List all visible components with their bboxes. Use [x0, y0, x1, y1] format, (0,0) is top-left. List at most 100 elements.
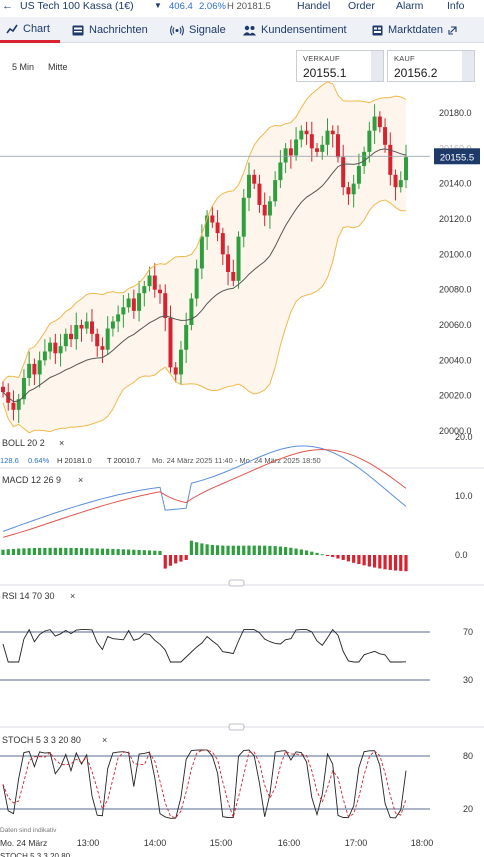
macd-histogram-bar — [137, 549, 141, 555]
back-arrow-icon[interactable]: ← — [2, 0, 13, 12]
time-axis-label: 13:00 — [77, 838, 100, 848]
macd-histogram-bar — [372, 555, 377, 568]
tab-marktdaten-label: Marktdaten — [388, 24, 444, 36]
price-axis-label: 20140.0 — [439, 179, 472, 189]
candle-body — [267, 201, 272, 216]
current-price-badge — [434, 148, 480, 165]
macd-histogram-bar — [393, 555, 398, 571]
candle-body — [325, 130, 330, 145]
candle-body — [53, 342, 58, 354]
menu-order[interactable]: Order — [348, 0, 375, 12]
macd-histogram-bar — [116, 549, 120, 555]
menu-handel[interactable]: Handel — [297, 0, 331, 12]
macd-histogram-bar — [132, 549, 136, 555]
macd-histogram-bar — [64, 547, 68, 555]
boll-info-pct: 0.64% — [28, 456, 50, 465]
macd-histogram-bar — [189, 540, 194, 555]
candle-body — [121, 307, 126, 315]
candle-body — [341, 157, 346, 188]
buy-label: KAUF — [394, 54, 415, 63]
macd-histogram-bar — [58, 547, 63, 555]
candle-body — [257, 183, 262, 205]
macd-histogram-bar — [304, 550, 309, 555]
macd-histogram-bar — [53, 547, 57, 555]
chart-area[interactable]: 5 Min Mitte VERKAUF 20155.1 KAUF 20156.2… — [0, 44, 484, 857]
stoch-label: STOCH 5 3 3 20 80 — [2, 735, 81, 745]
tab-chart[interactable]: Chart — [0, 17, 60, 43]
macd-axis-label: 0.0 — [455, 550, 468, 560]
candle-body — [294, 139, 299, 156]
tab-signale-label: Signale — [189, 24, 226, 36]
candle-body — [11, 402, 16, 410]
candle-body — [377, 116, 382, 128]
candle-body — [116, 314, 121, 322]
stoch-axis-label: 20 — [463, 804, 473, 814]
macd-histogram-bar — [268, 545, 272, 555]
macd-histogram-bar — [273, 546, 277, 555]
menu-alarm[interactable]: Alarm — [396, 0, 424, 12]
instrument-name[interactable]: US Tech 100 Kassa (1€) — [20, 0, 134, 12]
macd-histogram-bar — [174, 555, 178, 564]
candle-body — [372, 116, 377, 131]
macd-histogram-bar — [205, 544, 209, 555]
rsi-line — [2, 628, 407, 663]
macd-histogram-bar — [226, 545, 230, 555]
candle-body — [189, 298, 194, 325]
candle-body — [69, 333, 74, 340]
boll-info-range: Mo. 24 März 2025 11:40 - Mo. 24 März 202… — [152, 456, 321, 465]
sell-price: 20155.1 — [303, 66, 347, 80]
rsi-axis-label: 30 — [463, 675, 473, 685]
candle-body — [184, 325, 189, 350]
buy-price-box[interactable]: KAUF 20156.2 — [387, 50, 475, 82]
sell-label: VERKAUF — [303, 54, 340, 63]
macd-histogram-bar — [111, 548, 115, 555]
rsi-label: RSI 14 70 30 — [2, 591, 55, 601]
candle-body — [210, 215, 215, 223]
tab-kundensentiment-label: Kundensentiment — [261, 24, 347, 36]
tab-signale[interactable]: Signale — [170, 17, 226, 43]
time-axis-label: 14:00 — [144, 838, 167, 848]
timeframe-5min[interactable]: 5 Min — [12, 62, 35, 72]
macd-histogram-bar — [231, 545, 235, 555]
time-axis-label: 16:00 — [278, 838, 301, 848]
stoch-axis-label: 80 — [463, 751, 473, 761]
price-axis-label: 20020.0 — [439, 391, 472, 401]
tab-marktdaten[interactable]: Marktdaten — [372, 17, 457, 43]
tab-kundensentiment[interactable]: Kundensentiment — [243, 17, 347, 43]
macd-histogram-bar — [320, 554, 324, 556]
candle-body — [388, 144, 393, 175]
chevron-down-icon[interactable]: ▼ — [154, 1, 162, 10]
candle-body — [147, 275, 152, 287]
candle-body — [178, 349, 183, 375]
macd-histogram-bar — [299, 549, 303, 555]
macd-histogram-bar — [163, 555, 167, 569]
candle-body — [48, 342, 53, 352]
timeframe-mitte[interactable]: Mitte — [48, 62, 68, 72]
candle-body — [393, 174, 398, 188]
price-axis-label: 20080.0 — [439, 285, 472, 295]
stoch-label-cut: STOCH 5 3 3 20 80 — [0, 852, 71, 857]
price-axis-label: 20180.0 — [439, 108, 472, 118]
candle-body — [142, 286, 147, 294]
candle-body — [32, 363, 37, 375]
date-axis-label: Mo. 24 März — [0, 838, 47, 848]
sell-box-edge — [371, 51, 383, 81]
sell-price-box[interactable]: VERKAUF 20155.1 — [296, 50, 384, 82]
macd-histogram-bar — [252, 545, 256, 555]
bollinger-lower — [2, 199, 407, 434]
tab-nachrichten[interactable]: Nachrichten — [72, 17, 148, 43]
candle-body — [309, 134, 314, 149]
chart-canvas[interactable]: 20155.5 20180.0 20160.0 20140.0 20120.0 20100… — [0, 44, 484, 857]
boll-info-low: T 20010.7 — [107, 456, 141, 465]
candle-body — [351, 183, 356, 195]
price-axis-label: 20040.0 — [439, 355, 472, 365]
candle-body — [288, 148, 293, 156]
candle-body — [241, 197, 246, 237]
macd-histogram-bar — [184, 555, 188, 560]
top-bar: ← US Tech 100 Kassa (1€) ▼ 406.4 2.06% H… — [0, 0, 484, 13]
candle-body — [100, 346, 105, 350]
macd-histogram-bar — [236, 545, 241, 555]
candle-body — [63, 333, 68, 347]
menu-info[interactable]: Info — [447, 0, 465, 12]
pane-handle-stoch — [228, 723, 245, 731]
